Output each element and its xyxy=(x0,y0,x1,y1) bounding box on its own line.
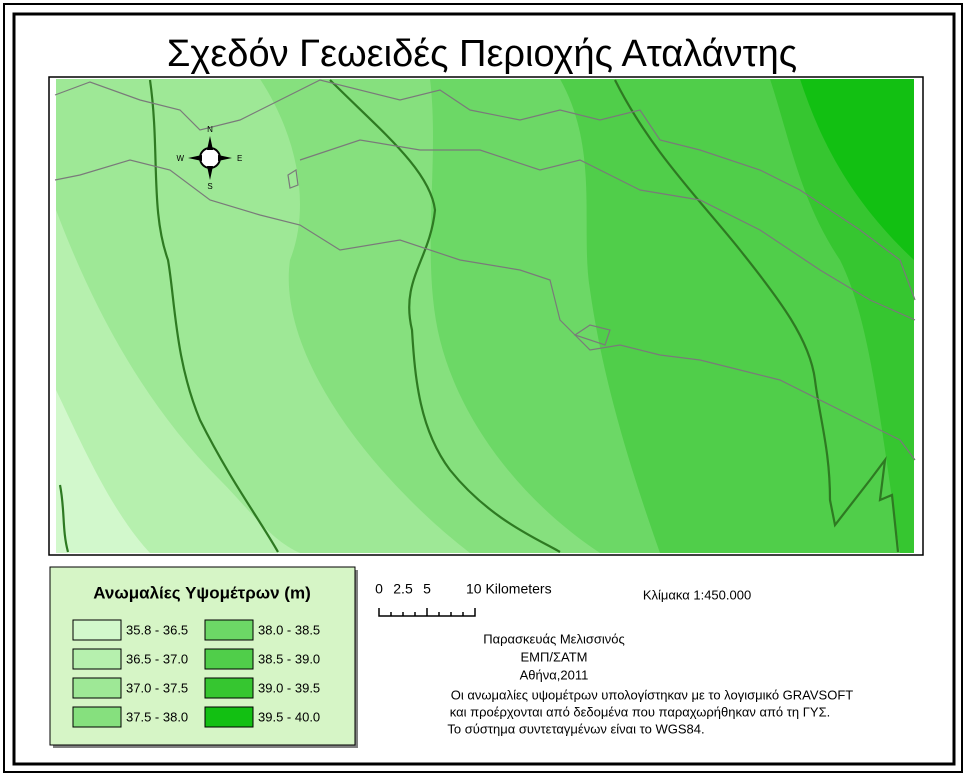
north-arrow-points xyxy=(188,136,232,180)
legend-swatch xyxy=(72,648,122,670)
credit-line: ΕΜΠ/ΣΑΤΜ xyxy=(520,649,587,664)
east-label: E xyxy=(237,154,242,163)
north-arrow: N S E W xyxy=(176,125,242,191)
outer-frame xyxy=(3,3,963,773)
south-label: S xyxy=(207,182,212,191)
anomaly-zone xyxy=(800,79,914,260)
legend-label: 38.5 - 39.0 xyxy=(258,651,320,666)
note-line: Το σύστημα συντεταγμένων είναι το WGS84. xyxy=(447,721,704,736)
contour xyxy=(148,79,279,553)
legend-label: 36.5 - 37.0 xyxy=(126,651,188,666)
credit-line: Αθήνα,2011 xyxy=(520,667,589,682)
legend-swatch xyxy=(204,677,254,699)
map-title: Σχεδόν Γεωειδές Περιοχής Αταλάντης xyxy=(167,33,797,75)
legend-swatch xyxy=(72,677,122,699)
scale-bar-ticks xyxy=(378,608,476,617)
legend-label: 37.5 - 38.0 xyxy=(126,709,188,724)
contour xyxy=(58,484,70,553)
anomaly-zones xyxy=(56,79,914,553)
legend-swatch xyxy=(204,648,254,670)
west-label: W xyxy=(176,154,184,163)
legend-label: 39.5 - 40.0 xyxy=(258,709,320,724)
contour-lines xyxy=(58,79,900,553)
credit-line: Παρασκευάς Μελισσινός xyxy=(483,631,625,646)
north-label: N xyxy=(207,125,213,134)
legend-label: 38.0 - 38.5 xyxy=(258,622,320,637)
legend-label: 35.8 - 36.5 xyxy=(126,622,188,637)
legend-label: 39.0 - 39.5 xyxy=(258,680,320,695)
contour xyxy=(329,79,561,553)
coastline xyxy=(54,79,916,301)
coastline xyxy=(54,159,916,461)
scale-label: 5 xyxy=(423,581,431,597)
coastlines xyxy=(54,79,916,461)
coastline xyxy=(299,139,916,321)
islet xyxy=(287,168,299,189)
legend-swatch xyxy=(204,706,254,728)
legend-label: 37.0 - 37.5 xyxy=(126,680,188,695)
legend-swatch xyxy=(72,619,122,641)
legend-swatch xyxy=(72,706,122,728)
scale-label: 2.5 xyxy=(393,581,413,597)
legend-items: 35.8 - 36.5 36.5 - 37.0 37.0 - 37.5 37.5 - … xyxy=(72,619,320,728)
note-line: και προέρχονται από δεδομένα που παραχωρ… xyxy=(450,704,830,719)
scale-bar: 0 2.5 5 10 Kilometers xyxy=(375,581,552,617)
inner-frame xyxy=(12,12,956,766)
note-line: Οι ανωμαλίες υψομέτρων υπολογίστηκαν με … xyxy=(451,687,853,702)
islet xyxy=(573,324,611,346)
scale-ratio: Κλίμακα 1:450.000 xyxy=(643,587,751,602)
legend-title: Ανωμαλίες Υψομέτρων (m) xyxy=(93,583,311,602)
north-arrow-ring xyxy=(199,147,221,169)
scale-label: 0 xyxy=(375,581,383,597)
scale-label: 10 Kilometers xyxy=(466,581,552,597)
contour xyxy=(614,79,900,553)
legend-swatch xyxy=(204,619,254,641)
